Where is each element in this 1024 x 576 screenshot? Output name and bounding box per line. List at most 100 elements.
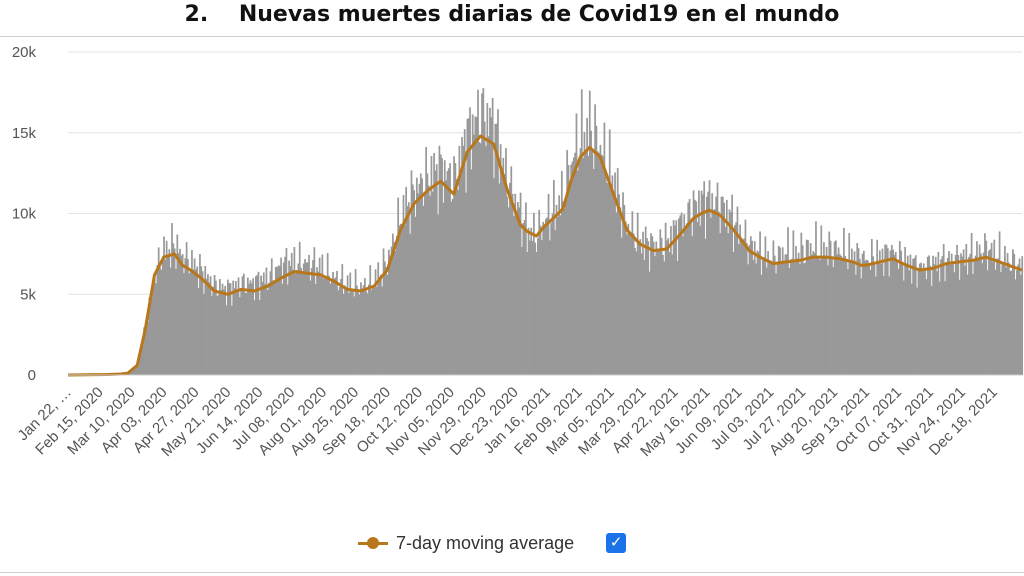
daily-bar: [626, 234, 628, 375]
daily-bar: [144, 330, 147, 375]
daily-bar: [725, 199, 728, 375]
daily-bar: [407, 202, 410, 375]
daily-bar: [989, 249, 992, 375]
daily-bar: [687, 202, 690, 375]
daily-bar: [305, 262, 308, 375]
daily-bar: [638, 241, 640, 375]
daily-bar: [579, 148, 582, 375]
daily-bar: [956, 244, 958, 375]
daily-bar: [551, 213, 554, 375]
daily-bar: [525, 202, 527, 375]
daily-bar: [209, 276, 212, 375]
daily-bar: [485, 146, 487, 375]
daily-bar: [248, 283, 251, 375]
daily-bar: [426, 173, 429, 375]
daily-bar: [406, 206, 409, 375]
daily-bar: [270, 258, 273, 375]
daily-bar: [495, 123, 498, 375]
daily-bar: [342, 293, 345, 375]
daily-bar: [785, 254, 788, 375]
daily-bar: [415, 177, 418, 375]
daily-bar: [563, 208, 566, 375]
daily-bar: [642, 231, 644, 375]
daily-bar: [278, 265, 281, 375]
daily-bar: [861, 253, 864, 375]
daily-bar: [465, 192, 467, 375]
daily-bar: [712, 209, 715, 375]
chart-title: 2. Nuevas muertes diarias de Covid19 en …: [184, 2, 840, 27]
daily-bar: [430, 156, 433, 375]
daily-bar: [147, 322, 149, 375]
daily-bar: [188, 273, 191, 375]
daily-bar: [816, 258, 819, 375]
daily-bar: [938, 281, 941, 375]
daily-bar: [330, 280, 333, 375]
daily-bar: [832, 267, 835, 375]
daily-bar: [925, 279, 928, 375]
daily-bar: [724, 226, 727, 375]
daily-bar: [801, 245, 804, 375]
daily-bar: [668, 252, 671, 375]
daily-bar: [656, 250, 659, 375]
daily-bar: [572, 157, 575, 375]
series-toggle-checkbox[interactable]: ✓: [606, 533, 627, 553]
daily-bar: [874, 276, 877, 375]
daily-bar: [193, 258, 196, 375]
legend: 7-day moving average ✓: [358, 530, 627, 556]
daily-bar: [598, 152, 600, 375]
daily-bar: [523, 219, 526, 375]
daily-bar: [328, 275, 330, 375]
daily-bar: [366, 293, 369, 375]
daily-bar: [368, 284, 370, 375]
daily-bar: [976, 241, 978, 375]
daily-bar: [872, 256, 875, 375]
daily-bar: [533, 212, 535, 375]
daily-bar: [511, 193, 514, 375]
daily-bar: [457, 189, 459, 375]
daily-bar: [961, 256, 964, 375]
daily-bar: [686, 223, 688, 375]
daily-bar: [856, 243, 859, 375]
daily-bar: [819, 259, 821, 375]
daily-bar: [180, 255, 183, 375]
daily-bar: [865, 259, 868, 375]
daily-bar: [703, 181, 706, 375]
y-tick-label: 15k: [12, 125, 37, 142]
daily-bar: [195, 269, 197, 375]
daily-bar: [483, 121, 486, 376]
daily-bar: [729, 212, 732, 375]
daily-bar: [256, 275, 259, 375]
daily-bar: [608, 129, 611, 375]
legend-label[interactable]: 7-day moving average: [396, 532, 575, 553]
daily-bar: [177, 253, 180, 375]
daily-bar: [131, 370, 133, 375]
daily-bar: [578, 160, 580, 375]
daily-bar: [479, 143, 482, 375]
daily-bar: [514, 193, 517, 375]
daily-bar: [781, 247, 784, 375]
daily-bars: [68, 88, 1024, 376]
daily-bar: [696, 222, 699, 375]
daily-bar: [249, 280, 252, 375]
daily-bar: [498, 183, 501, 375]
daily-bar: [164, 259, 167, 375]
daily-bar: [737, 244, 740, 375]
daily-bar: [674, 225, 676, 375]
daily-bar: [917, 267, 920, 375]
daily-bar: [510, 166, 513, 375]
daily-bar: [431, 191, 434, 375]
daily-bar: [527, 227, 530, 375]
daily-bar: [204, 265, 207, 375]
daily-bar: [207, 274, 209, 375]
daily-bar: [252, 278, 255, 375]
daily-bar: [334, 277, 337, 375]
daily-bar: [763, 257, 765, 375]
daily-bar: [591, 149, 594, 375]
daily-bar: [968, 256, 970, 375]
daily-bar: [159, 267, 161, 375]
daily-bar: [896, 260, 898, 375]
daily-bar: [888, 276, 891, 375]
daily-bar: [338, 286, 341, 375]
daily-bar: [461, 137, 463, 375]
daily-bar: [264, 284, 266, 375]
